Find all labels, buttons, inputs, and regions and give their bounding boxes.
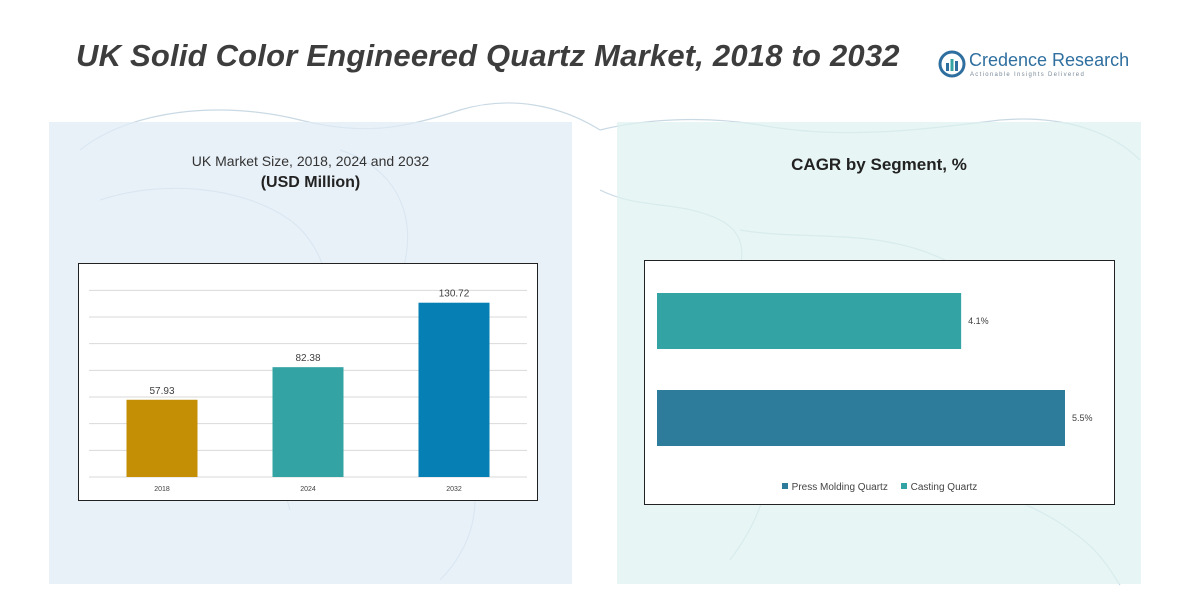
brand-tagline: Actionable Insights Delivered [970,72,1086,78]
data-label-2018: 57.93 [149,386,174,397]
data-label-2024: 82.38 [295,353,320,364]
legend-label: Press Molding Quartz [791,482,888,493]
brand-logo: Credence Research Actionable Insights De… [938,48,1129,82]
market-size-chart: 57.93 2018 82.38 2024 130.72 2032 [78,263,538,501]
brand-logo-icon [938,50,966,78]
cagr-bar-chart: 4.1% 5.5% [657,293,1093,446]
page-title: UK Solid Color Engineered Quartz Market,… [76,38,900,73]
data-label-2032: 130.72 [439,289,470,300]
bar-casting-quartz [657,293,962,349]
x-tick-label-2024: 2024 [300,486,316,493]
legend-item-press-molding: Press Molding Quartz [781,482,888,493]
data-label-press-molding-quartz: 5.5% [1072,413,1093,423]
cagr-title: CAGR by Segment, % [791,155,967,174]
x-tick-label-2032: 2032 [446,486,462,493]
bar-press-molding-quartz [657,390,1065,446]
market-size-title: UK Market Size, 2018, 2024 and 2032 [191,153,430,169]
cagr-legend: Press Molding Quartz Casting Quartz [645,482,1114,493]
bar-2032 [418,302,490,477]
market-size-bar-chart: 57.93 2018 82.38 2024 130.72 2032 [89,289,527,493]
brand-name: Credence Research [969,50,1130,70]
bar-2024 [272,367,344,477]
legend-swatch [781,483,788,489]
cagr-chart: 4.1% 5.5% Press Molding Quartz Casting Qu… [644,260,1115,505]
legend-swatch [900,483,907,489]
market-size-units: (USD Million) [260,174,361,191]
legend-item-casting: Casting Quartz [900,482,978,493]
bar-2018 [126,399,198,477]
legend-label: Casting Quartz [910,482,978,493]
data-label-casting-quartz: 4.1% [968,316,989,326]
x-tick-label-2018: 2018 [154,486,170,493]
